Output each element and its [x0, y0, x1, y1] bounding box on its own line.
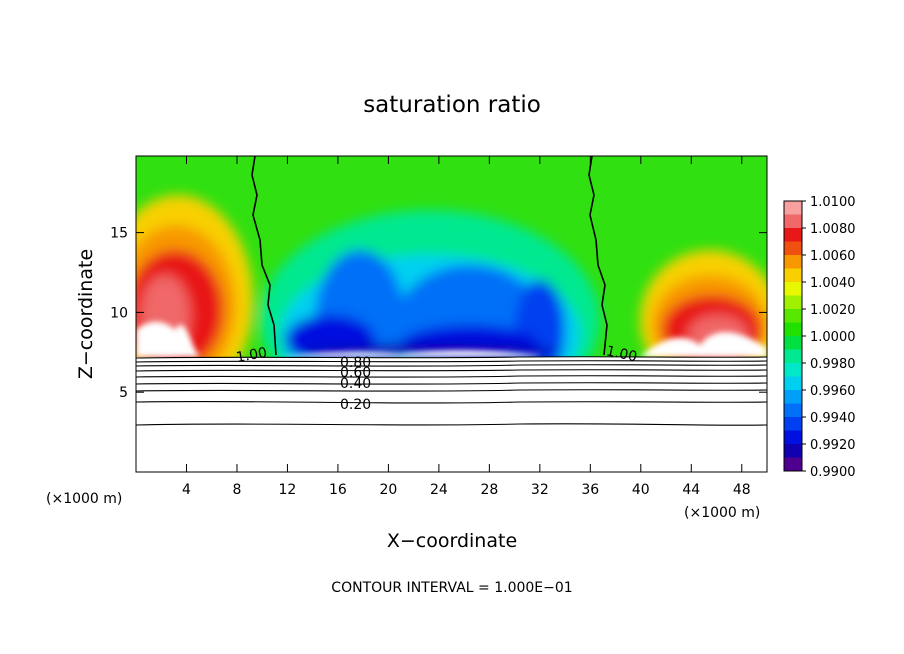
contour-line-0.70 — [135, 364, 768, 367]
colorbar-swatch — [784, 241, 802, 256]
x-axis-label: X−coordinate — [387, 530, 517, 552]
colorbar-label: 0.9960 — [810, 384, 856, 399]
contour-line-1.00-right — [588, 155, 608, 356]
colorbar-label: 1.0100 — [810, 195, 856, 210]
colorbar-label: 1.0040 — [810, 276, 856, 291]
colorbar-label: 1.0080 — [810, 222, 856, 237]
colorbar-label: 0.9900 — [810, 465, 856, 480]
contour-line-0.10 — [135, 423, 768, 426]
chart-title: saturation ratio — [363, 92, 541, 118]
contour-label: 0.60 — [340, 365, 371, 381]
x-tick-label: 48 — [733, 482, 751, 498]
contour-label: 1.00 — [605, 343, 639, 365]
colorbar-label: 0.9920 — [810, 438, 856, 453]
colorbar-label: 0.9940 — [810, 411, 856, 426]
contour-line-0.20 — [135, 400, 768, 404]
colorbar-swatch — [784, 363, 802, 377]
contour-line-0.60 — [135, 369, 768, 372]
colorbar-label: 1.0000 — [810, 330, 856, 345]
colorbar-swatch — [784, 255, 802, 269]
contour-line-1.00-left — [251, 155, 277, 356]
x-unit-left: (×1000 m) — [46, 491, 122, 507]
saturation-field — [136, 156, 767, 357]
x-axis: 4 8 12 16 20 24 28 32 36 40 44 48 — [182, 156, 751, 498]
plot-area: 1.00 1.00 0.80 0.60 0.40 0.20 — [135, 155, 768, 473]
colorbar-swatch — [784, 430, 802, 445]
colorbar-swatch — [784, 349, 802, 364]
contour-label: 0.40 — [340, 376, 371, 392]
colorbar-swatch — [784, 268, 802, 283]
colorbar: 1.0100 1.0080 1.0060 1.0040 1.0020 1.0000 0.99… — [783, 195, 856, 480]
contour-label: 0.80 — [340, 355, 371, 371]
colorbar-swatch — [784, 201, 802, 215]
colorbar-swatch — [784, 417, 802, 431]
x-tick-label: 44 — [682, 482, 700, 498]
contour-label: 0.20 — [340, 397, 371, 413]
x-tick-label: 40 — [632, 482, 650, 498]
y-tick-label: 10 — [110, 305, 128, 321]
colorbar-swatch — [784, 282, 802, 296]
x-tick-label: 20 — [379, 482, 397, 498]
colorbar-swatch — [784, 403, 802, 418]
contour-label: 1.00 — [235, 345, 268, 366]
x-unit-right: (×1000 m) — [684, 505, 760, 521]
colorbar-swatch — [784, 309, 802, 323]
colorbar-swatch — [784, 457, 802, 472]
plot-frame — [135, 155, 768, 473]
x-tick-label: 36 — [581, 482, 599, 498]
y-tick-label: 5 — [119, 385, 128, 401]
colorbar-label: 0.9980 — [810, 357, 856, 372]
colorbar-swatch — [784, 444, 802, 458]
x-tick-label: 12 — [279, 482, 297, 498]
contour-lines — [135, 155, 768, 426]
y-axis: 5 10 15 — [110, 226, 767, 401]
x-tick-label: 32 — [531, 482, 549, 498]
colorbar-swatch — [784, 390, 802, 404]
colorbar-swatch — [784, 336, 802, 350]
contour-line-0.80 — [135, 356, 768, 359]
colorbar-label: 1.0020 — [810, 303, 856, 318]
y-tick-label: 15 — [110, 226, 128, 242]
contour-line-0.50 — [135, 375, 768, 378]
contour-labels: 1.00 1.00 0.80 0.60 0.40 0.20 — [235, 343, 639, 413]
contour-line-0.40 — [135, 382, 768, 385]
x-tick-label: 24 — [430, 482, 448, 498]
colorbar-label: 1.0060 — [810, 249, 856, 264]
x-tick-label: 16 — [329, 482, 347, 498]
y-axis-label: Z−coordinate — [75, 249, 97, 379]
x-tick-label: 4 — [182, 482, 191, 498]
x-tick-label: 8 — [232, 482, 241, 498]
contour-line-0.30 — [135, 389, 768, 392]
colorbar-swatch — [784, 322, 802, 337]
colorbar-swatch — [784, 228, 802, 242]
colorbar-swatch — [784, 376, 802, 391]
contour-interval-note: CONTOUR INTERVAL = 1.000E−01 — [331, 580, 572, 596]
x-tick-label: 28 — [480, 482, 498, 498]
colorbar-swatch — [784, 214, 802, 229]
contour-line-0.80b — [135, 360, 768, 363]
colorbar-swatch — [784, 295, 802, 310]
